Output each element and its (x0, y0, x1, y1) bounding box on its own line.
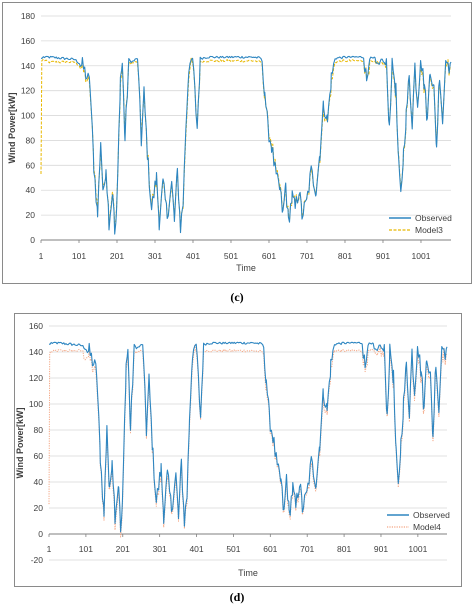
chart-d-y-tick-label-7: 120 (29, 373, 43, 383)
chart-c-x-tick-label-0: 1 (39, 251, 44, 261)
chart-d-y-tick-label-9: 160 (29, 321, 43, 331)
chart-d-legend-label-observed: Observed (413, 510, 450, 520)
chart-c-x-tick-label-3: 301 (148, 251, 162, 261)
chart-c-x-tick-label-2: 201 (110, 251, 124, 261)
chart-c-y-tick-label-2: 40 (26, 185, 36, 195)
chart-c-y-tick-label-0: 0 (30, 235, 35, 245)
chart-d-x-tick-label-0: 1 (47, 544, 52, 554)
chart-c-x-tick-label-7: 701 (300, 251, 314, 261)
chart-panel-c: 0 20 40 60 80 100 120 140 160 180 1 101 201 301 401 501… (2, 2, 472, 284)
chart-c-legend-label-observed: Observed (415, 213, 452, 223)
caption-d: (d) (229, 590, 245, 604)
chart-d-x-tick-label-2: 201 (116, 544, 130, 554)
chart-d-x-tick-label-10: 1001 (408, 544, 427, 554)
chart-c-x-tick-label-10: 1001 (412, 251, 431, 261)
chart-c-x-axis-title: Time (236, 263, 256, 273)
chart-d-x-tick-label-4: 401 (189, 544, 203, 554)
chart-d-y-tick-label-1: 0 (38, 529, 43, 539)
chart-d-x-tick-label-7: 701 (300, 544, 314, 554)
caption-c: (c) (230, 290, 244, 304)
chart-c-y-tick-label-6: 120 (21, 86, 35, 96)
chart-panel-d: -20 0 20 40 60 80 100 120 140 160 1 101 201 301 401 501… (14, 313, 462, 587)
chart-c-y-tick-label-1: 20 (26, 210, 36, 220)
chart-d-x-axis-title: Time (238, 568, 258, 578)
chart-d-x-tick-label-9: 901 (374, 544, 388, 554)
chart-d-x-tick-label-8: 801 (337, 544, 351, 554)
chart-d-x-tick-label-3: 301 (153, 544, 167, 554)
chart-d-y-tick-label-0: -20 (31, 555, 44, 565)
chart-c-x-tick-label-5: 501 (224, 251, 238, 261)
chart-d-y-tick-label-8: 140 (29, 347, 43, 357)
chart-c-y-axis-title: Wind Power[kW] (7, 93, 17, 164)
chart-c-x-tick-label-4: 401 (186, 251, 200, 261)
chart-c-y-tick-label-7: 140 (21, 61, 35, 71)
chart-d-y-tick-label-2: 20 (34, 503, 44, 513)
chart-c-series-line-observed (41, 55, 452, 235)
chart-c-y-tick-label-5: 100 (21, 111, 35, 121)
chart-c-y-tick-label-9: 180 (21, 11, 35, 21)
chart-c-legend-label-model3: Model3 (415, 225, 443, 235)
chart-c-y-tick-label-3: 60 (26, 160, 36, 170)
chart-d-x-tick-label-5: 501 (226, 544, 240, 554)
chart-c-y-tick-label-8: 160 (21, 36, 35, 46)
chart-d-legend-label-model4: Model4 (413, 522, 441, 532)
chart-c-series-line-model3 (40, 57, 452, 231)
chart-d-y-tick-label-4: 60 (34, 451, 44, 461)
chart-d-y-tick-label-5: 80 (34, 425, 44, 435)
chart-c-x-tick-label-1: 101 (72, 251, 86, 261)
chart-c-x-tick-label-9: 901 (376, 251, 390, 261)
chart-d-y-tick-label-6: 100 (29, 399, 43, 409)
chart-c-x-tick-label-6: 601 (262, 251, 276, 261)
chart-d-y-axis-title: Wind Power[kW] (15, 408, 25, 479)
chart-d-x-tick-label-1: 101 (79, 544, 93, 554)
chart-d-x-tick-label-6: 601 (263, 544, 277, 554)
chart-c-y-tick-label-4: 80 (26, 135, 36, 145)
chart-c-x-tick-label-8: 801 (338, 251, 352, 261)
chart-d-series-line-observed (49, 341, 448, 533)
chart-d-y-tick-label-3: 40 (34, 477, 44, 487)
